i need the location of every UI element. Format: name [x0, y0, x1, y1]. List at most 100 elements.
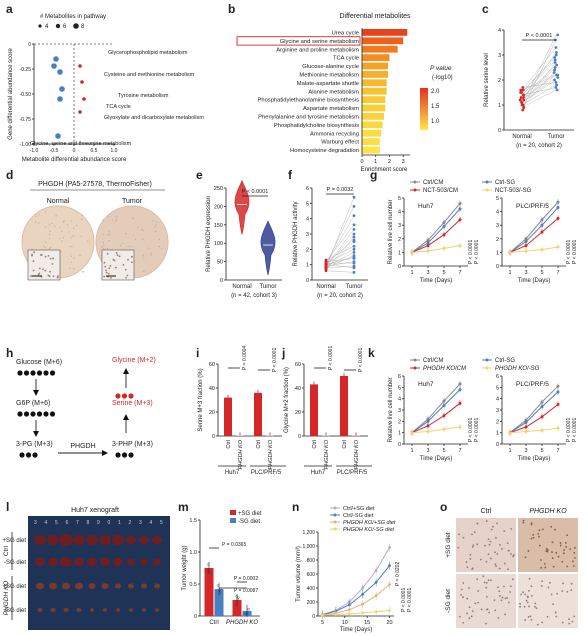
g-xtick-label: 5 [540, 270, 543, 276]
d-texture-dot [133, 234, 134, 235]
o-cell-nucleus [561, 561, 563, 563]
b-legend-tick: 2.0 [431, 89, 440, 95]
o-cell-nucleus [544, 567, 546, 569]
l-tumor [75, 583, 83, 590]
o-cell-nucleus [574, 547, 576, 549]
a-point [51, 63, 57, 69]
n-legend-marker [334, 521, 337, 524]
b-category-label: Phosphatidylethanolamine biosynthesis [257, 98, 359, 104]
o-cell-nucleus [495, 565, 497, 567]
o-cell-nucleus [571, 621, 573, 623]
g-point [525, 244, 528, 247]
d-texture-dot [112, 220, 113, 221]
o-cell-nucleus [536, 607, 538, 609]
o-cell-nucleus [472, 610, 474, 612]
o-cell-nucleus [504, 614, 506, 616]
g-point [557, 245, 560, 248]
m-cat-label: PHGDH KO [226, 620, 258, 626]
d-texture-dot [155, 267, 156, 268]
a-point [53, 56, 59, 62]
g-xtick-label: 7 [458, 270, 461, 276]
d-texture-dot [103, 248, 104, 249]
f-pair-line [326, 240, 354, 263]
o-cell-nucleus [537, 533, 539, 535]
l-tumor [51, 608, 56, 612]
c-tumor-point [554, 66, 557, 69]
k-ylabel: Relative live cell number [388, 377, 394, 442]
d-texture-dot [38, 223, 39, 224]
g-ytick-label: 0 [496, 264, 499, 270]
d-texture-dot [49, 238, 50, 239]
d-texture-dot [108, 240, 109, 241]
d-texture-dot [155, 224, 156, 225]
f-tumor-point [353, 271, 356, 274]
b-category-label: Ammonia recycling [310, 131, 359, 137]
o-cell-nucleus [495, 564, 497, 566]
d-texture-dot [44, 247, 45, 248]
n-point [375, 569, 378, 572]
g-point [443, 225, 446, 228]
d-texture-dot [103, 244, 104, 245]
n-point [388, 546, 391, 549]
o-cell-nucleus [488, 612, 490, 614]
o-cell-nucleus [519, 606, 521, 608]
h-carbon-bead [50, 370, 55, 375]
m-legend-swatch [230, 510, 236, 515]
c-tumor-point [553, 56, 556, 59]
k-xtick-label: 7 [556, 448, 559, 454]
h-carbon-bead [30, 370, 35, 375]
a-label-cysteine: Cysteine and methionine metabolism [104, 72, 195, 78]
o-cell-nucleus [558, 556, 560, 558]
o-cell-nucleus [486, 520, 488, 522]
o-ihc-image [518, 518, 578, 572]
j-bar-label: Ctrl [342, 440, 348, 449]
f-cat-tumor: Tumor [345, 284, 362, 290]
b-xtick-label: 2 [388, 159, 391, 165]
o-cell-nucleus [462, 622, 464, 624]
d-inset-cell [131, 261, 133, 263]
l-group-ko: PHGDH KO [3, 581, 10, 616]
a-xtick-label: 0 [73, 148, 76, 154]
d-texture-dot [107, 248, 108, 249]
d-inset-cell [33, 270, 35, 272]
c-ytick-label: 1 [498, 103, 501, 109]
l-tumor [48, 558, 58, 567]
d-texture-dot [67, 224, 68, 225]
d-texture-dot [142, 239, 143, 240]
o-cell-nucleus [497, 617, 499, 619]
o-cell-nucleus [547, 551, 549, 553]
o-cell-nucleus [480, 559, 482, 561]
h-carbon-bead [115, 393, 120, 398]
l-tumor [59, 534, 73, 546]
c-tumor-point [556, 74, 559, 77]
g-point [541, 248, 544, 251]
o-cell-nucleus [481, 608, 483, 610]
o-cell-nucleus [457, 547, 459, 549]
e-violin [261, 221, 275, 275]
g-legend-label: NCT-503/-SG [495, 188, 532, 194]
o-row-plus: +SG diet [445, 532, 452, 558]
d-texture-dot [141, 229, 142, 230]
h-arrowhead [33, 390, 39, 396]
g-point [541, 224, 544, 227]
d-texture-dot [35, 215, 36, 216]
f-tumor-point [353, 262, 356, 265]
o-cell-nucleus [573, 552, 575, 554]
n-point [388, 609, 391, 612]
l-tumor [64, 608, 69, 612]
m-ytick-label: 0.5 [189, 582, 197, 588]
a-legend-size: 4 [45, 24, 49, 30]
c-normal-point [521, 86, 524, 89]
o-cell-nucleus [552, 541, 554, 543]
f-pvalue: P = 0.0032 [327, 187, 354, 193]
c-ytick-label: 2 [498, 78, 501, 84]
o-cell-nucleus [504, 563, 506, 565]
n-point [388, 564, 391, 567]
g-xtick-label: 1 [410, 270, 413, 276]
o-cell-nucleus [573, 565, 575, 567]
d-texture-dot [154, 226, 155, 227]
d-texture-dot [122, 243, 123, 244]
d-texture-dot [61, 241, 62, 242]
b-legend-title: P value [430, 65, 452, 72]
m-legend-label: -SG diet [238, 519, 260, 525]
